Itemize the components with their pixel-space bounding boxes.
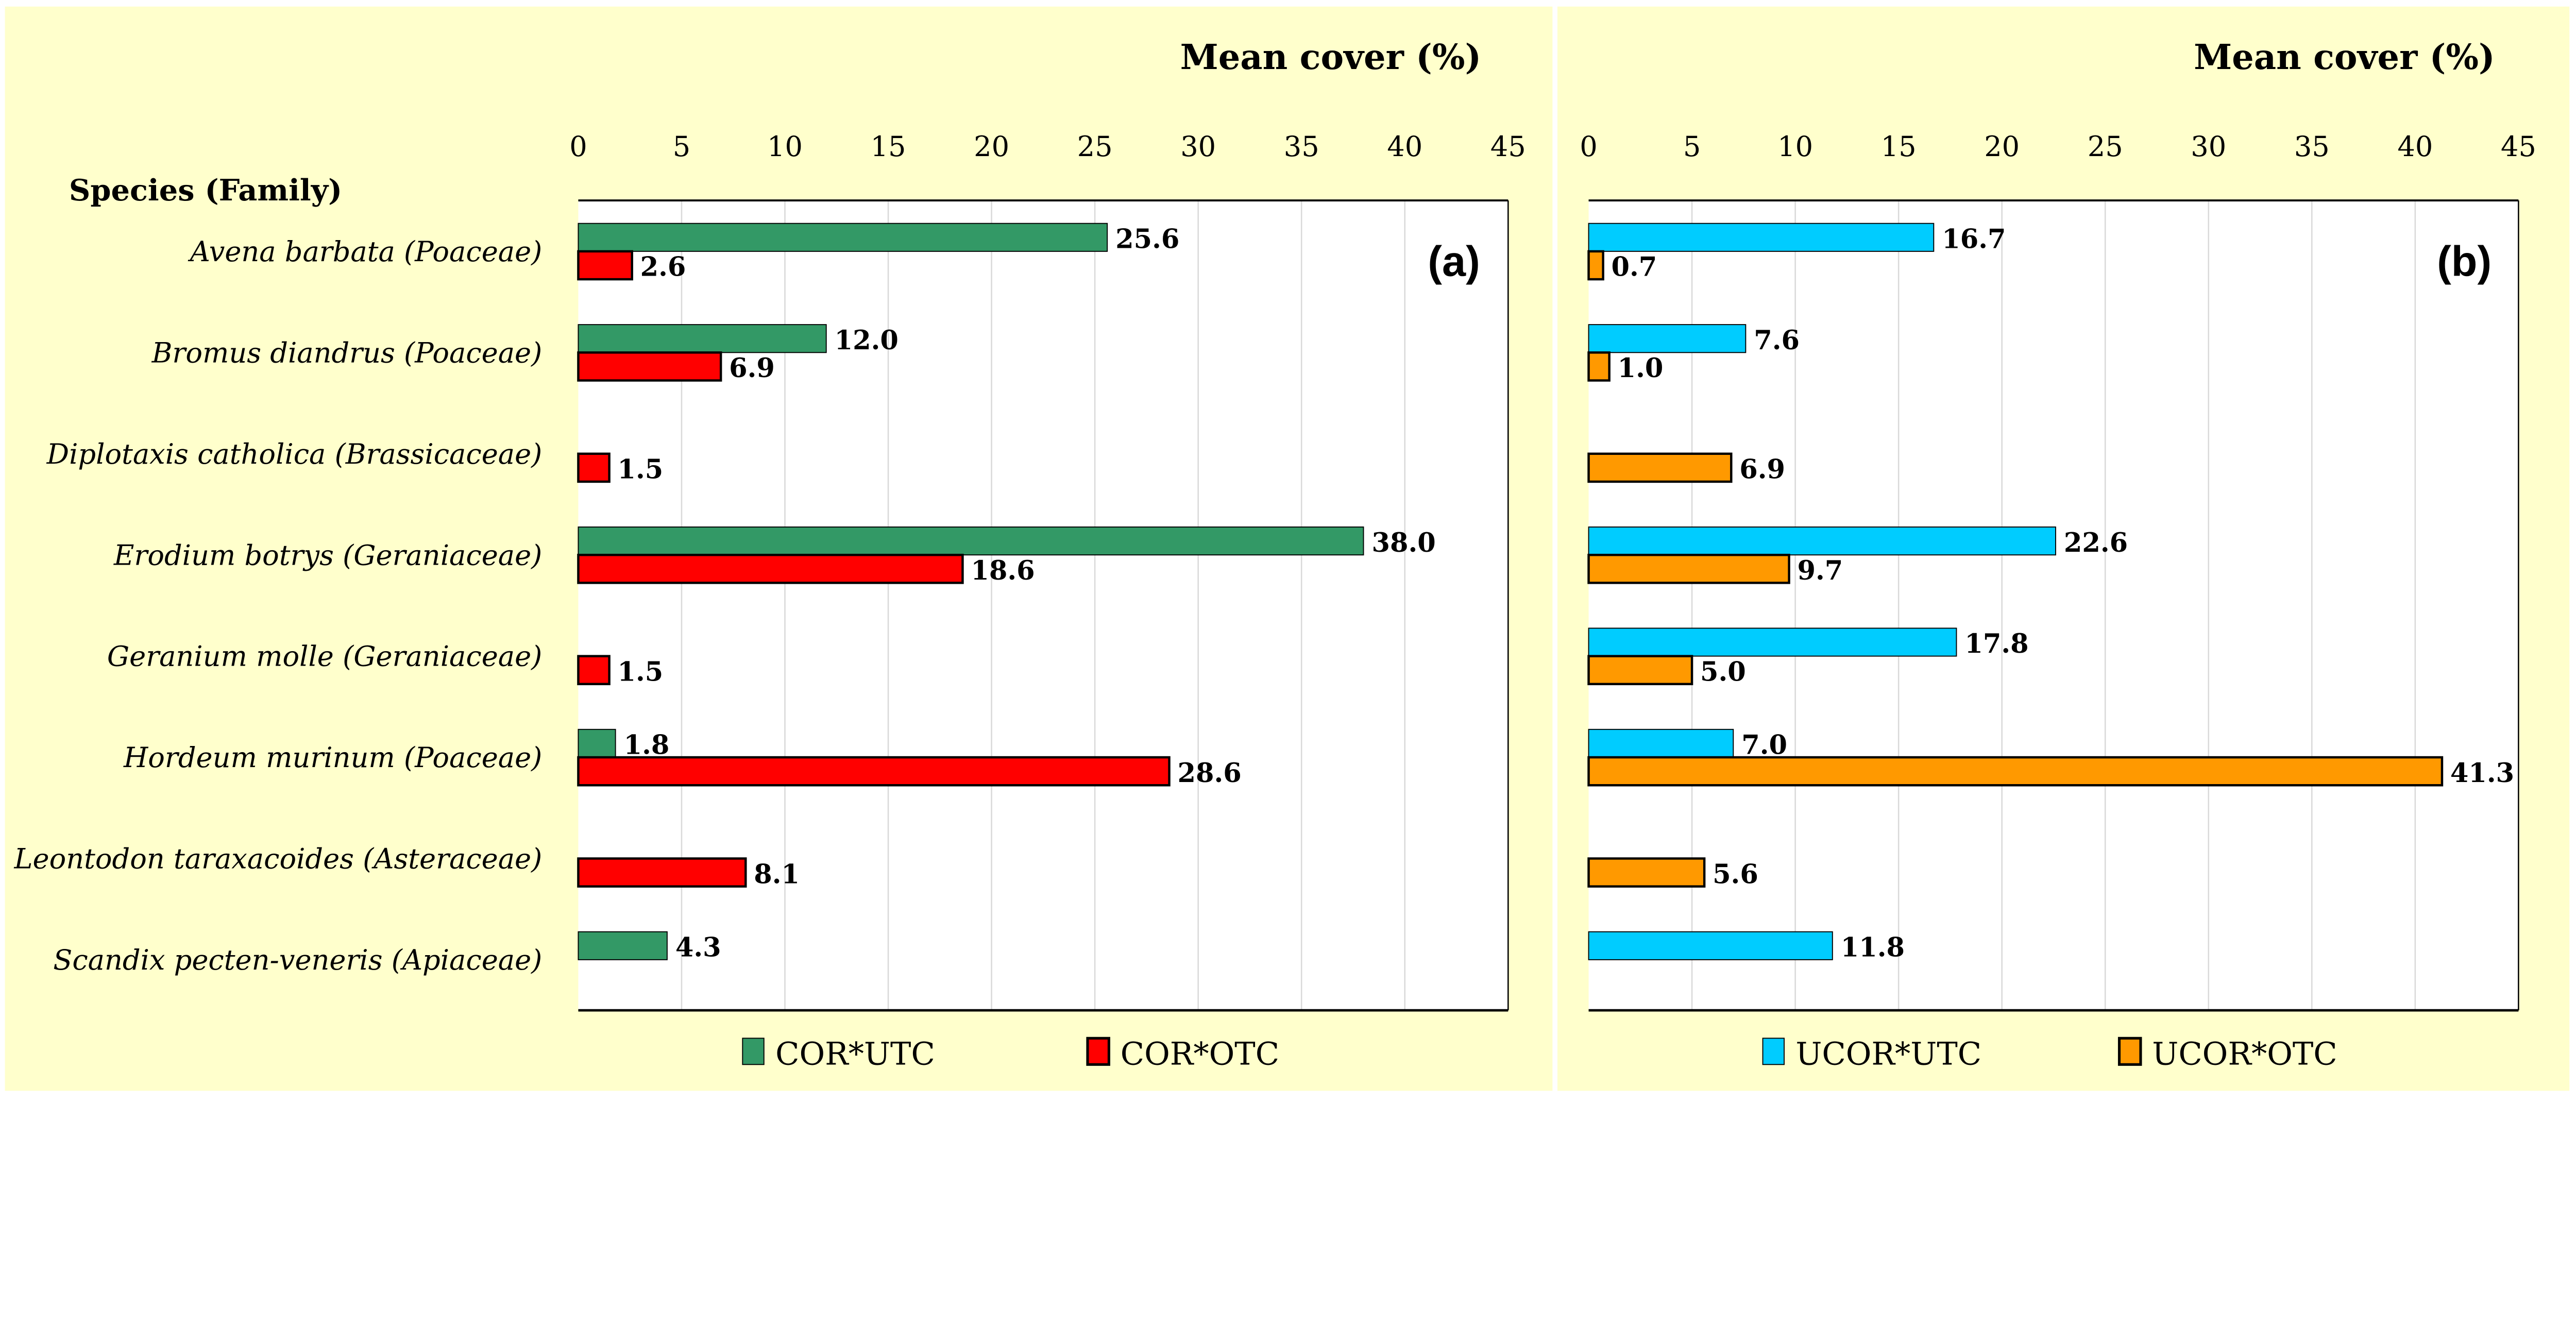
panel-label: (b) bbox=[2437, 237, 2492, 285]
x-tick-label: 0 bbox=[569, 130, 587, 163]
data-label: 9.7 bbox=[1798, 555, 1843, 586]
x-tick-label: 45 bbox=[2501, 130, 2536, 163]
x-tick-label: 15 bbox=[1881, 130, 1917, 163]
y-axis-title: Species (Family) bbox=[69, 173, 342, 208]
x-tick-label: 20 bbox=[1984, 130, 2020, 163]
legend-swatch bbox=[1762, 1038, 1785, 1065]
data-label: 11.8 bbox=[1841, 932, 1905, 963]
x-tick-label: 25 bbox=[1077, 130, 1113, 163]
bar-cor-otc bbox=[577, 655, 611, 686]
category-label: Scandix pecten-veneris (Apiaceae) bbox=[53, 944, 542, 976]
bar-cor-utc bbox=[578, 728, 616, 758]
data-label: 16.7 bbox=[1942, 224, 2006, 255]
chart-figure: 0 5 10 15 20 25 30 35 40 45 Mean cover (%) (a) Speci… bbox=[5, 6, 2570, 1091]
bar-cor-utc bbox=[578, 324, 827, 353]
bar-ucor-otc bbox=[1587, 655, 1693, 686]
bar-ucor-utc bbox=[1588, 223, 1935, 252]
data-label: 28.6 bbox=[1177, 758, 1241, 789]
category-label: Diplotaxis catholica (Brassicaceae) bbox=[46, 438, 543, 470]
category-label: Hordeum murinum (Poaceae) bbox=[123, 741, 542, 774]
category-label: Erodium botrys (Geraniaceae) bbox=[113, 539, 542, 571]
category-label: Geranium molle (Geraniaceae) bbox=[107, 640, 542, 673]
data-label: 2.6 bbox=[640, 252, 686, 283]
x-tick-label: 30 bbox=[2191, 130, 2226, 163]
data-label: 5.0 bbox=[1700, 656, 1746, 687]
x-tick-label: 20 bbox=[974, 130, 1009, 163]
data-label: 17.8 bbox=[1964, 629, 2028, 659]
data-label: 22.6 bbox=[2064, 528, 2128, 558]
x-tick-label: 15 bbox=[871, 130, 906, 163]
data-label: 25.6 bbox=[1115, 224, 1179, 255]
legend-label: COR*UTC bbox=[775, 1036, 935, 1072]
bar-ucor-otc bbox=[1587, 452, 1733, 483]
x-axis-title: Mean cover (%) bbox=[1180, 37, 1482, 77]
bar-ucor-otc bbox=[1587, 351, 1611, 382]
legend-label: COR*OTC bbox=[1121, 1036, 1279, 1072]
data-label: 18.6 bbox=[971, 555, 1035, 586]
panel-label: (a) bbox=[1428, 237, 1480, 285]
x-tick-label: 10 bbox=[767, 130, 803, 163]
bar-ucor-utc bbox=[1588, 627, 1957, 657]
legend-label: UCOR*UTC bbox=[1795, 1036, 1981, 1072]
bar-ucor-otc bbox=[1587, 553, 1790, 584]
x-tick-label: 10 bbox=[1777, 130, 1813, 163]
bar-ucor-utc bbox=[1588, 526, 2056, 556]
x-tick-label: 45 bbox=[1490, 130, 1526, 163]
data-label: 1.5 bbox=[618, 656, 664, 687]
panel-b: 0 5 10 15 20 25 30 35 40 45 Mean cover (%) (b) 16.7 7… bbox=[1580, 37, 2536, 1072]
bar-ucor-utc bbox=[1588, 324, 1747, 353]
data-label: 1.8 bbox=[624, 730, 670, 761]
x-tick-label: 0 bbox=[1580, 130, 1597, 163]
data-label: 7.6 bbox=[1754, 325, 1800, 356]
x-tick-label: 35 bbox=[2294, 130, 2330, 163]
bar-cor-otc bbox=[577, 452, 611, 483]
data-label: 8.1 bbox=[754, 859, 800, 890]
bar-cor-otc bbox=[577, 250, 633, 281]
data-label: 4.3 bbox=[675, 932, 721, 963]
x-tick-label: 40 bbox=[2397, 130, 2433, 163]
bar-ucor-otc bbox=[1587, 756, 2444, 787]
bar-ucor-otc bbox=[1587, 250, 1604, 281]
data-label: 12.0 bbox=[835, 325, 899, 356]
data-label: 6.9 bbox=[1739, 454, 1785, 485]
category-label: Bromus diandrus (Poaceae) bbox=[151, 336, 543, 369]
bar-ucor-utc bbox=[1588, 728, 1734, 758]
bar-cor-otc bbox=[577, 553, 964, 584]
x-tick-label: 5 bbox=[1683, 130, 1701, 163]
data-label: 5.6 bbox=[1713, 859, 1758, 890]
data-label: 1.0 bbox=[1618, 353, 1664, 384]
plot-area bbox=[578, 200, 1509, 1011]
x-axis-title: Mean cover (%) bbox=[2194, 37, 2495, 77]
data-label: 7.0 bbox=[1741, 730, 1787, 761]
bar-ucor-otc bbox=[1587, 857, 1706, 888]
data-label: 1.5 bbox=[618, 454, 664, 485]
data-label: 41.3 bbox=[2450, 758, 2514, 789]
legend-swatch bbox=[2117, 1037, 2142, 1066]
x-tick-label: 25 bbox=[2088, 130, 2123, 163]
category-label: Avena barbata (Poaceae) bbox=[188, 235, 543, 268]
data-label: 0.7 bbox=[1612, 252, 1657, 283]
bar-cor-otc bbox=[577, 857, 747, 888]
data-label: 6.9 bbox=[729, 353, 775, 384]
bar-cor-utc bbox=[578, 526, 1364, 556]
bar-cor-utc bbox=[578, 223, 1108, 252]
x-tick-label: 40 bbox=[1387, 130, 1422, 163]
x-tick-label: 30 bbox=[1180, 130, 1216, 163]
bar-cor-otc bbox=[577, 756, 1171, 787]
x-tick-label: 35 bbox=[1284, 130, 1319, 163]
bar-cor-utc bbox=[578, 931, 668, 960]
panels: 0 5 10 15 20 25 30 35 40 45 Mean cover (%) (a) Speci… bbox=[14, 37, 2536, 1072]
panel-a: 0 5 10 15 20 25 30 35 40 45 Mean cover (%) (a) Speci… bbox=[14, 37, 1526, 1072]
bar-ucor-utc bbox=[1588, 931, 1833, 960]
legend-label: UCOR*OTC bbox=[2152, 1036, 2337, 1072]
bar-cor-otc bbox=[577, 351, 722, 382]
data-label: 38.0 bbox=[1371, 528, 1435, 558]
legend-swatch bbox=[1086, 1037, 1110, 1066]
legend-swatch bbox=[742, 1038, 765, 1065]
x-tick-label: 5 bbox=[673, 130, 690, 163]
category-label: Leontodon taraxacoides (Asteraceae) bbox=[14, 843, 543, 875]
